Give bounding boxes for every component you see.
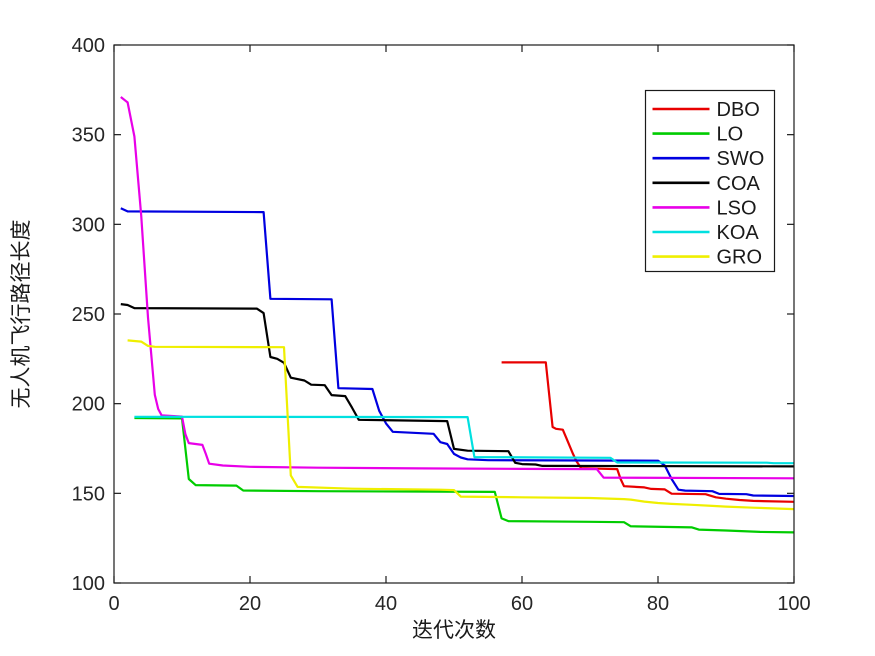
legend-box (644, 89, 776, 273)
series-layer (120, 96, 795, 534)
legend-label-LO: LO (717, 124, 744, 146)
legend-item-DBO: DBO (652, 99, 760, 121)
x-tick-label: 0 (108, 593, 119, 615)
y-tick-label: 400 (72, 35, 105, 57)
legend-label-DBO: DBO (717, 99, 760, 121)
legend-item-COA: COA (652, 173, 761, 195)
series-KOA (134, 415, 794, 465)
x-tick-label: 20 (239, 593, 261, 615)
y-tick-label: 350 (72, 125, 105, 147)
y-tick-label: 200 (72, 394, 105, 416)
series-DBO (501, 361, 795, 503)
x-tick-label: 100 (777, 593, 810, 615)
y-tick-label: 100 (72, 573, 105, 595)
legend-item-SWO: SWO (652, 148, 765, 170)
legend-label-SWO: SWO (717, 148, 765, 170)
series-COA (120, 303, 795, 468)
legend-label-GRO: GRO (717, 247, 763, 269)
legend-item-LO: LO (652, 124, 744, 146)
legend-label-COA: COA (717, 173, 761, 195)
axes-layer: 0 20 40 60 80 100 100 150 200 250 300 350 400 (72, 35, 811, 615)
y-tick-label: 150 (72, 483, 105, 505)
legend-item-LSO: LSO (652, 197, 757, 219)
x-tick-label: 80 (647, 593, 669, 615)
series-LO (134, 416, 795, 534)
legend-label-LSO: LSO (717, 197, 757, 219)
y-axis-label: 无人机飞行路径长度 (10, 220, 33, 409)
x-axis-label: 迭代次数 (412, 619, 496, 642)
series-SWO (120, 207, 795, 498)
series-LSO (120, 96, 795, 480)
legend-item-GRO: GRO (652, 247, 763, 269)
series-GRO (127, 339, 795, 511)
legend-label-KOA: KOA (717, 222, 760, 244)
x-tick-label: 60 (511, 593, 533, 615)
y-tick-label: 300 (72, 214, 105, 236)
x-tick-label: 40 (375, 593, 397, 615)
legend-item-KOA: KOA (652, 222, 760, 244)
y-tick-label: 250 (72, 304, 105, 326)
